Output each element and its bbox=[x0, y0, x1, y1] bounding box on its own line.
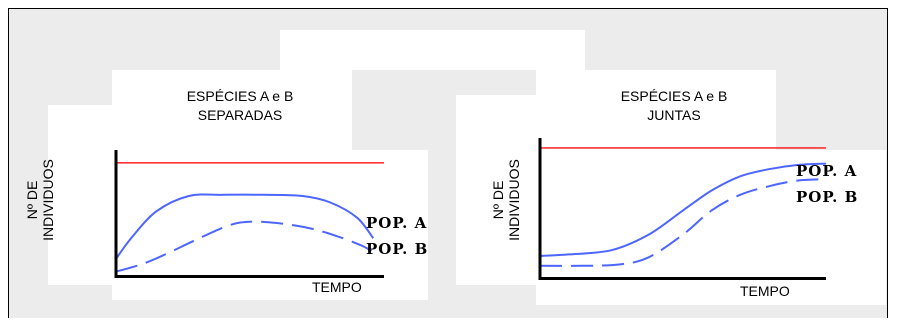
series-label-pop-a: POP. A bbox=[796, 162, 858, 180]
series-line-pop-a bbox=[115, 193, 375, 260]
chart-title-line-1: ESPÉCIES A e B bbox=[620, 88, 728, 104]
series-label-pop-b: POP. B bbox=[366, 240, 429, 258]
y-axis-label-line-1: Nº DE bbox=[24, 180, 40, 220]
y-axis-label-line-2: INDIVIDUOS bbox=[40, 159, 56, 241]
series-line-pop-b bbox=[115, 220, 374, 273]
white-region bbox=[456, 95, 536, 285]
series-label-pop-a: POP. A bbox=[366, 214, 428, 232]
chart-title-line-2: JUNTAS bbox=[647, 107, 701, 123]
chart-title-line-2: SEPARADAS bbox=[197, 107, 283, 123]
series-line-pop-b bbox=[539, 178, 827, 267]
plot-area bbox=[114, 150, 384, 278]
y-axis-label-line-1: Nº DE bbox=[490, 180, 506, 220]
white-region bbox=[112, 70, 352, 150]
white-region bbox=[536, 70, 776, 150]
white-region bbox=[280, 30, 585, 70]
y-axis-label-line-2: INDIVIDUOS bbox=[506, 159, 522, 241]
series-line-pop-a bbox=[539, 162, 827, 257]
y-axis-label: Nº DE INDIVIDUOS bbox=[490, 140, 522, 260]
y-axis-label: Nº DE INDIVIDUOS bbox=[24, 140, 56, 260]
plot-area bbox=[538, 138, 827, 280]
white-region bbox=[48, 105, 112, 285]
chart-title-line-1: ESPÉCIES A e B bbox=[186, 88, 294, 104]
x-axis-label: TEMPO bbox=[312, 279, 362, 295]
series-label-pop-b: POP. B bbox=[796, 188, 859, 206]
x-axis-label: TEMPO bbox=[740, 283, 790, 299]
